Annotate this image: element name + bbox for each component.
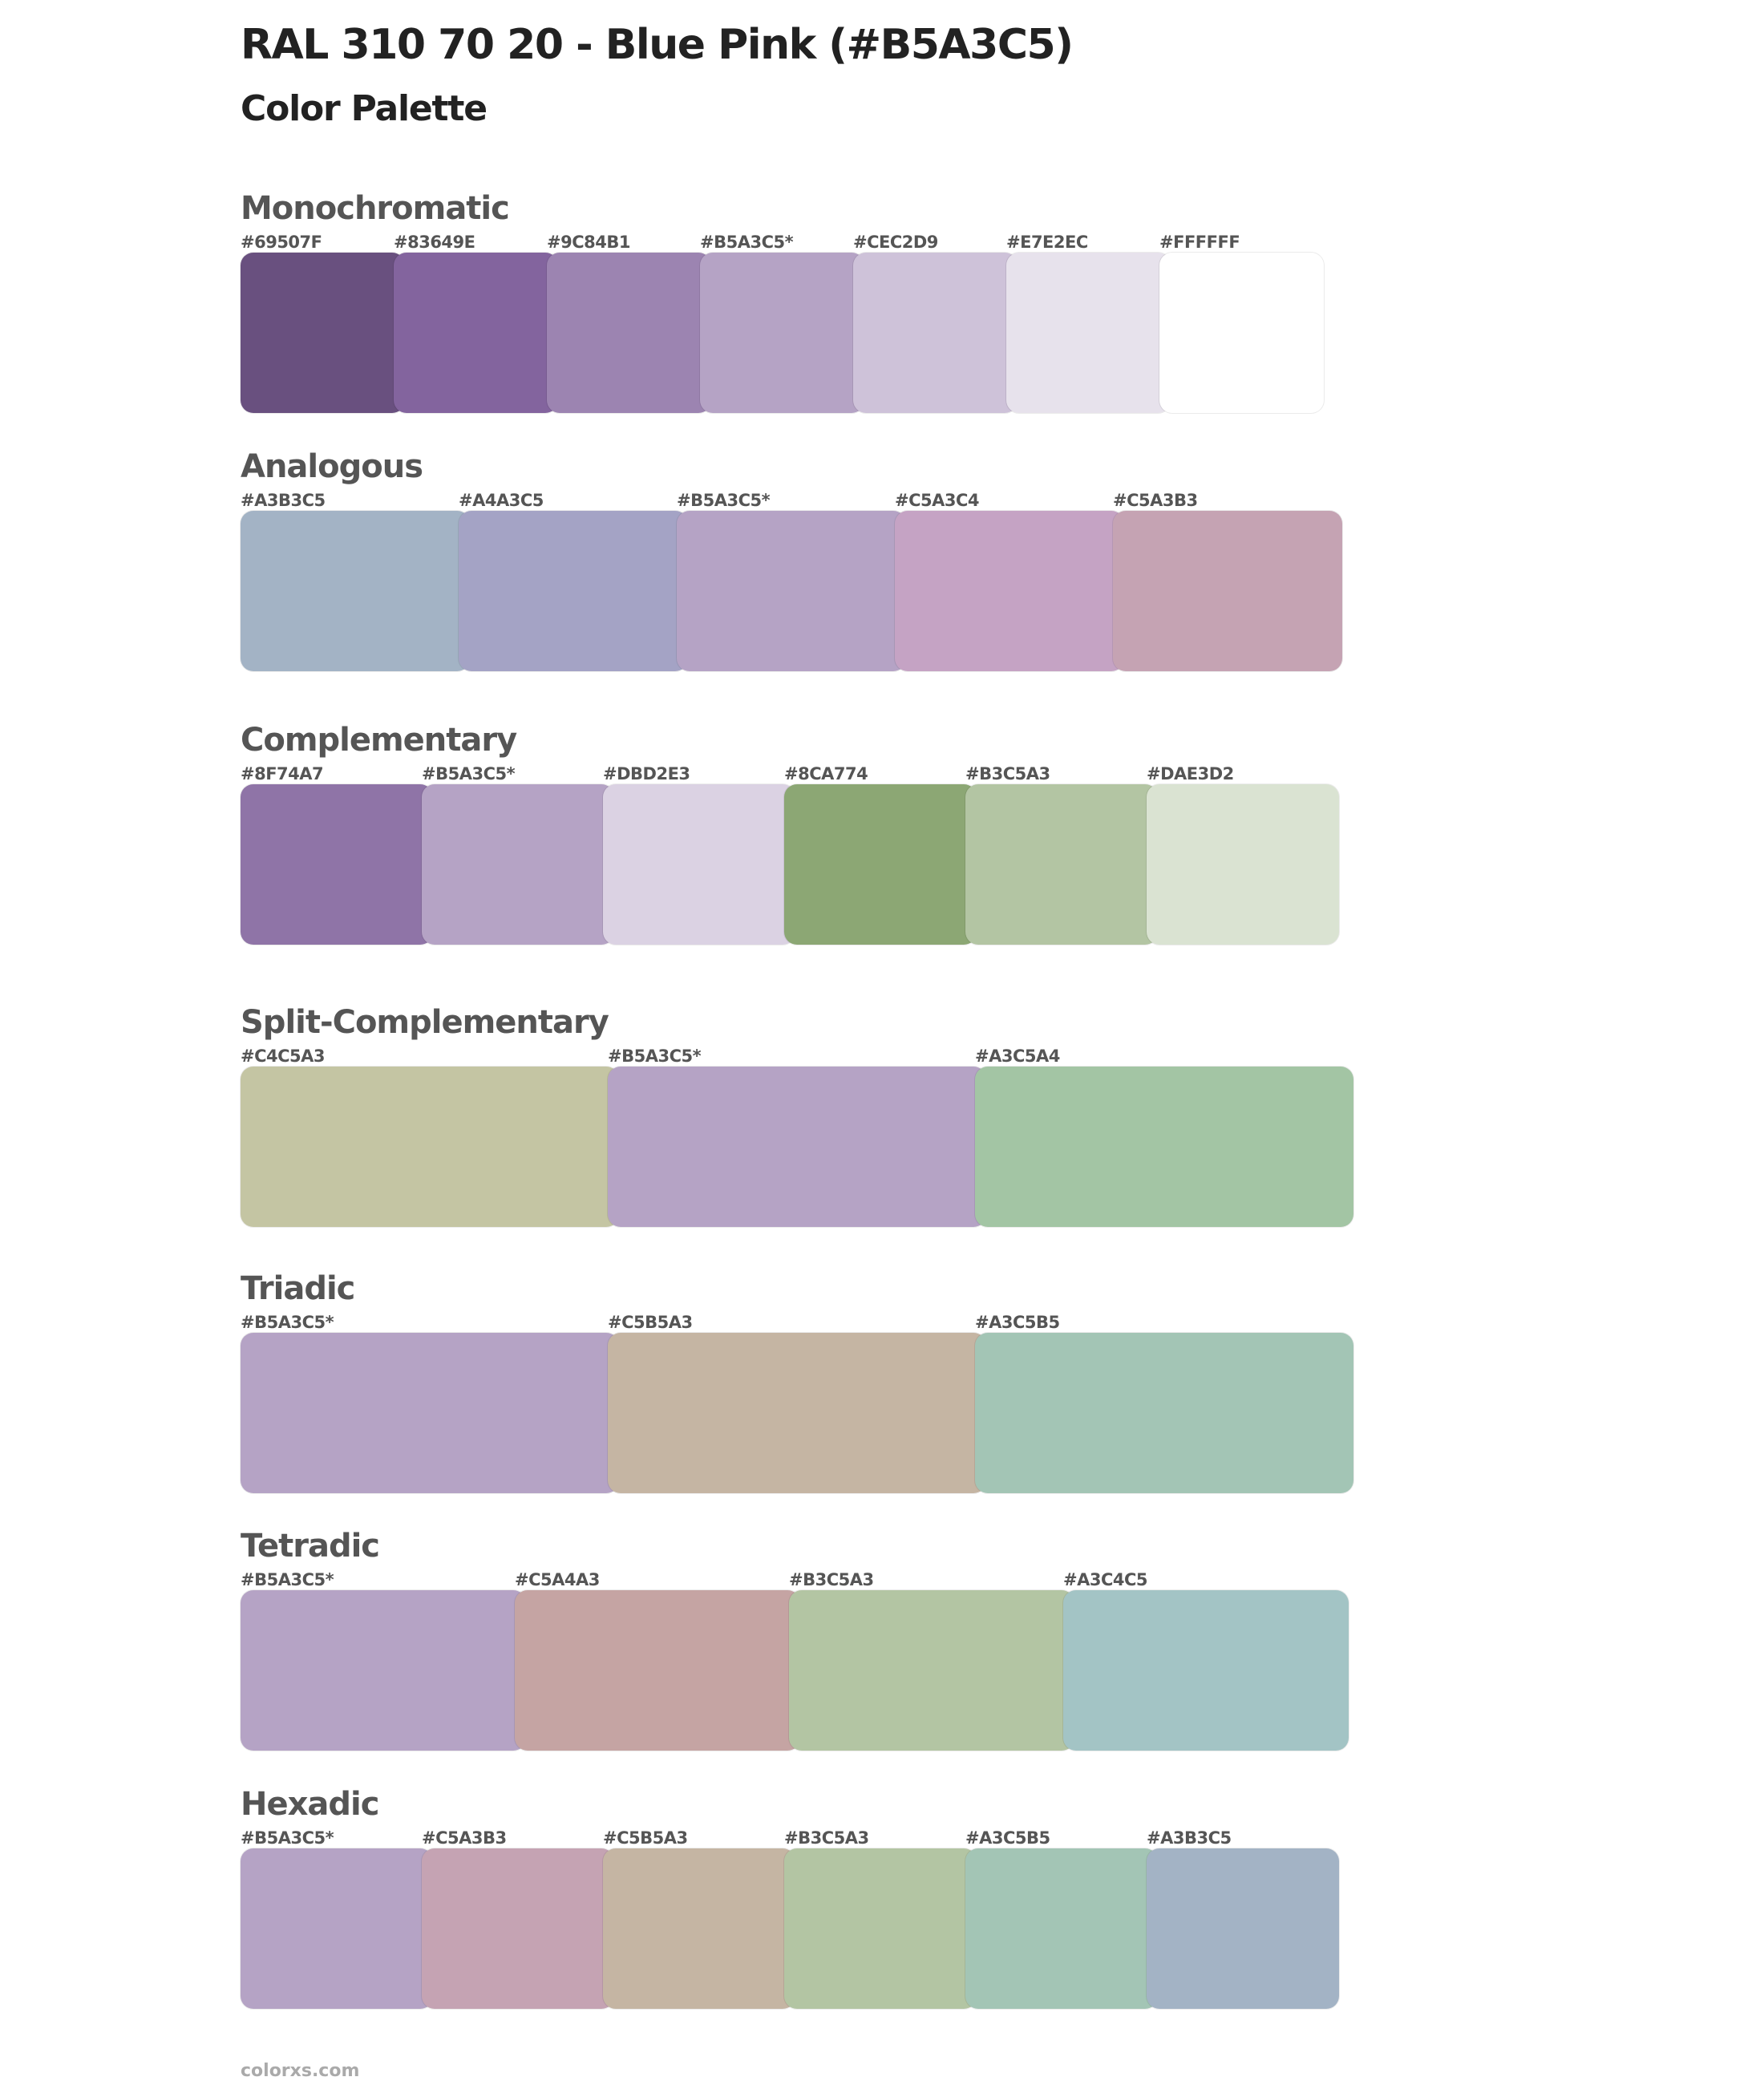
swatch-hex-label: #A4A3C5 — [459, 491, 544, 510]
footer-brand-link[interactable]: colorxs.com — [241, 2061, 360, 2081]
color-swatch[interactable] — [241, 511, 470, 671]
swatch-hex-label: #69507F — [241, 233, 322, 252]
swatch-hex-label: #9C84B1 — [547, 233, 630, 252]
section-heading: Hexadic — [241, 1786, 379, 1823]
color-swatch[interactable] — [700, 253, 864, 413]
color-swatch[interactable] — [422, 1848, 614, 2009]
color-swatch[interactable] — [603, 1848, 795, 2009]
color-swatch[interactable] — [394, 253, 558, 413]
palette-section-complementary: Complementary #8F74A7 #B5A3C5* #DBD2E3 #8CA7… — [241, 722, 1443, 985]
swatch-hex-label: #C5B5A3 — [603, 1828, 688, 1848]
swatch-hex-label: #B5A3C5* — [241, 1570, 334, 1589]
color-swatch[interactable] — [1159, 253, 1324, 413]
color-swatch[interactable] — [241, 1590, 526, 1751]
swatch-hex-label: #A3C4C5 — [1063, 1570, 1148, 1589]
swatch-hex-label: #A3B3C5 — [241, 491, 326, 510]
color-swatch[interactable] — [784, 1848, 977, 2009]
color-swatch[interactable] — [677, 511, 906, 671]
swatch-hex-label: #B3C5A3 — [789, 1570, 874, 1589]
page-subtitle: Color Palette — [241, 88, 488, 129]
color-swatch[interactable] — [241, 784, 433, 945]
swatch-hex-label: #B5A3C5* — [241, 1828, 334, 1848]
color-swatch[interactable] — [241, 1333, 619, 1493]
color-swatch[interactable] — [241, 253, 405, 413]
swatch-hex-label: #83649E — [394, 233, 475, 252]
swatch-hex-label: #8F74A7 — [241, 764, 324, 783]
palette-section-split-complementary: Split-Complementary #C4C5A3 #B5A3C5* #A3C5A… — [241, 1004, 1443, 1267]
swatch-hex-label: #C5A4A3 — [515, 1570, 600, 1589]
section-heading: Split-Complementary — [241, 1004, 609, 1041]
palette-section-hexadic: Hexadic #B5A3C5* #C5A3B3 #C5B5A3 #B3C5A3 #A3C… — [241, 1786, 1443, 2049]
swatch-hex-label: #B5A3C5* — [241, 1313, 334, 1332]
color-swatch[interactable] — [965, 1848, 1158, 2009]
color-swatch[interactable] — [853, 253, 1018, 413]
page-title: RAL 310 70 20 - Blue Pink (#B5A3C5) — [241, 21, 1074, 69]
section-heading: Analogous — [241, 448, 423, 485]
swatch-hex-label: #C5A3B3 — [422, 1828, 507, 1848]
palette-section-triadic: Triadic #B5A3C5* #C5B5A3 #A3C5B5 — [241, 1270, 1443, 1533]
color-swatch[interactable] — [547, 253, 711, 413]
palette-section-tetradic: Tetradic #B5A3C5* #C5A4A3 #B3C5A3 #A3C4C5 — [241, 1528, 1443, 1791]
swatch-hex-label: #C5A3B3 — [1113, 491, 1198, 510]
section-heading: Monochromatic — [241, 190, 510, 227]
swatch-hex-label: #A3C5B5 — [965, 1828, 1050, 1848]
swatch-hex-label: #B5A3C5* — [677, 491, 771, 510]
color-swatch[interactable] — [608, 1333, 986, 1493]
swatch-hex-label: #B5A3C5* — [700, 233, 794, 252]
swatch-hex-label: #E7E2EC — [1006, 233, 1088, 252]
color-swatch[interactable] — [1006, 253, 1171, 413]
color-swatch[interactable] — [422, 784, 614, 945]
color-swatch[interactable] — [965, 784, 1158, 945]
swatch-hex-label: #A3B3C5 — [1147, 1828, 1232, 1848]
swatch-hex-label: #C5B5A3 — [608, 1313, 693, 1332]
section-heading: Tetradic — [241, 1528, 380, 1565]
color-swatch[interactable] — [459, 511, 688, 671]
swatch-hex-label: #B3C5A3 — [965, 764, 1050, 783]
color-swatch[interactable] — [975, 1067, 1353, 1227]
palette-section-monochromatic: Monochromatic #69507F #83649E #9C84B1 #B5A3C… — [241, 190, 1443, 453]
color-swatch[interactable] — [1063, 1590, 1349, 1751]
color-swatch[interactable] — [975, 1333, 1353, 1493]
color-swatch[interactable] — [603, 784, 795, 945]
color-swatch[interactable] — [895, 511, 1124, 671]
swatch-hex-label: #8CA774 — [784, 764, 868, 783]
color-swatch[interactable] — [789, 1590, 1074, 1751]
color-swatch[interactable] — [1147, 1848, 1339, 2009]
swatch-hex-label: #A3C5B5 — [975, 1313, 1060, 1332]
swatch-hex-label: #A3C5A4 — [975, 1047, 1060, 1066]
swatch-hex-label: #CEC2D9 — [853, 233, 938, 252]
swatch-hex-label: #C4C5A3 — [241, 1047, 326, 1066]
color-swatch[interactable] — [515, 1590, 800, 1751]
color-swatch[interactable] — [1113, 511, 1342, 671]
color-swatch[interactable] — [241, 1848, 433, 2009]
color-swatch[interactable] — [784, 784, 977, 945]
swatch-hex-label: #B3C5A3 — [784, 1828, 869, 1848]
section-heading: Triadic — [241, 1270, 355, 1307]
palette-section-analogous: Analogous #A3B3C5 #A4A3C5 #B5A3C5* #C5A3C4 #C… — [241, 448, 1443, 711]
swatch-hex-label: #B5A3C5* — [608, 1047, 702, 1066]
swatch-hex-label: #C5A3C4 — [895, 491, 980, 510]
swatch-hex-label: #FFFFFF — [1159, 233, 1240, 252]
swatch-hex-label: #DAE3D2 — [1147, 764, 1234, 783]
swatch-hex-label: #DBD2E3 — [603, 764, 690, 783]
swatch-hex-label: #B5A3C5* — [422, 764, 516, 783]
section-heading: Complementary — [241, 722, 517, 759]
color-swatch[interactable] — [241, 1067, 619, 1227]
color-swatch[interactable] — [608, 1067, 986, 1227]
color-swatch[interactable] — [1147, 784, 1339, 945]
